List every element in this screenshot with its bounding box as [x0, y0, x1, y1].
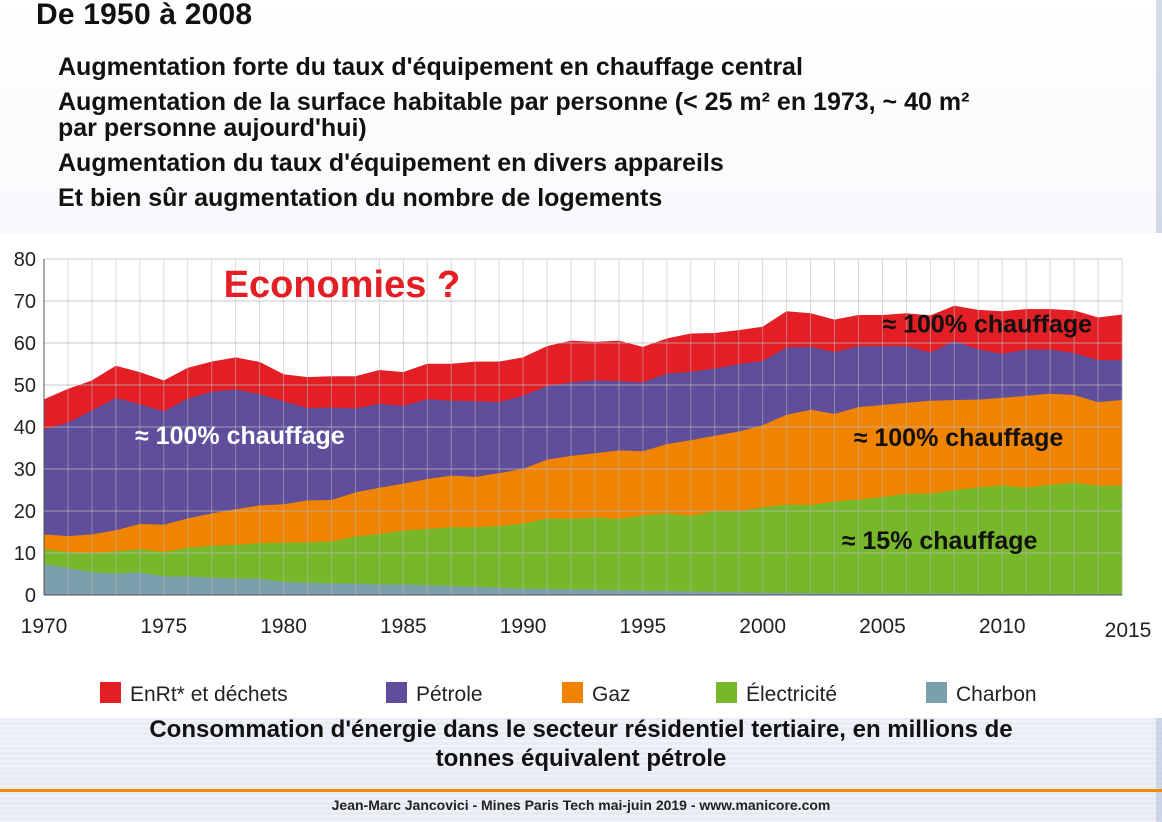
legend-swatch	[100, 682, 121, 703]
y-tick-label: 70	[14, 291, 36, 313]
x-tick-label: 2015	[1105, 619, 1152, 642]
y-tick-label: 50	[14, 375, 36, 397]
x-tick-label: 2005	[859, 615, 906, 638]
chart-annotation: ≈ 100% chauffage	[854, 424, 1064, 452]
bullet-list: Augmentation forte du taux d'équipement …	[58, 54, 1153, 220]
x-tick-label: 1970	[21, 615, 68, 638]
x-tick-label: 1980	[260, 615, 307, 638]
bullet-text: Augmentation forte du taux d'équipement …	[58, 53, 803, 81]
legend-label: Gaz	[592, 683, 631, 706]
bullet-item: Et bien sûr augmentation du nombre de lo…	[58, 185, 1153, 211]
footer-rule	[0, 789, 1162, 792]
chart-annotation: ≈ 15% chauffage	[842, 527, 1038, 555]
y-tick-label: 20	[14, 501, 36, 523]
legend-label: Pétrole	[416, 683, 483, 706]
legend-swatch	[386, 682, 407, 703]
legend-label: Charbon	[956, 683, 1037, 706]
stacked-area-chart: 0 10 20 30 40 50 60 70 80 1970 1975 1980 1985 1990 199…	[14, 249, 1152, 706]
bullet-text: Augmentation du taux d'équipement en div…	[58, 149, 724, 177]
bullet-item: Augmentation forte du taux d'équipement …	[58, 54, 1153, 80]
slide-title: De 1950 à 2008	[36, 0, 253, 31]
y-tick-label: 60	[14, 333, 36, 355]
chart-annotation: Economies ?	[224, 264, 461, 306]
bullet-item: Augmentation de la surface habitable par…	[58, 89, 1153, 141]
y-tick-label: 10	[14, 543, 36, 565]
chart-annotation: ≈ 100% chauffage	[882, 311, 1092, 339]
bullet-text-continued: par personne aujourd'hui)	[58, 114, 367, 142]
bullet-text: Augmentation de la surface habitable par…	[58, 88, 970, 116]
x-tick-label: 1975	[140, 615, 187, 638]
x-tick-label: 1985	[380, 615, 427, 638]
chart-annotation: ≈ 100% chauffage	[135, 422, 345, 450]
y-tick-label: 30	[14, 459, 36, 481]
legend-swatch	[926, 682, 947, 703]
y-tick-label: 80	[14, 249, 36, 271]
legend-label: Électricité	[746, 683, 837, 706]
chart-panel: 0 10 20 30 40 50 60 70 80 1970 1975 1980 1985 1990 199…	[0, 233, 1162, 718]
legend-swatch	[716, 682, 737, 703]
legend-swatch	[562, 682, 583, 703]
caption-line: Consommation d'énergie dans le secteur r…	[149, 716, 1013, 743]
x-tick-label: 2010	[979, 615, 1026, 638]
x-tick-label: 1990	[500, 615, 547, 638]
bullet-item: Augmentation du taux d'équipement en div…	[58, 150, 1153, 176]
x-tick-label: 1995	[620, 615, 667, 638]
legend-label: EnRt* et déchets	[130, 683, 288, 706]
y-tick-label: 40	[14, 417, 36, 439]
bullet-text: Et bien sûr augmentation du nombre de lo…	[58, 184, 663, 212]
caption-line: tonnes équivalent pétrole	[435, 745, 727, 772]
footer-credit: Jean-Marc Jancovici - Mines Paris Tech m…	[331, 797, 831, 813]
x-tick-label: 2000	[739, 615, 786, 638]
chart-caption: Consommation d'énergie dans le secteur r…	[0, 715, 1162, 773]
y-tick-label: 0	[25, 585, 36, 607]
